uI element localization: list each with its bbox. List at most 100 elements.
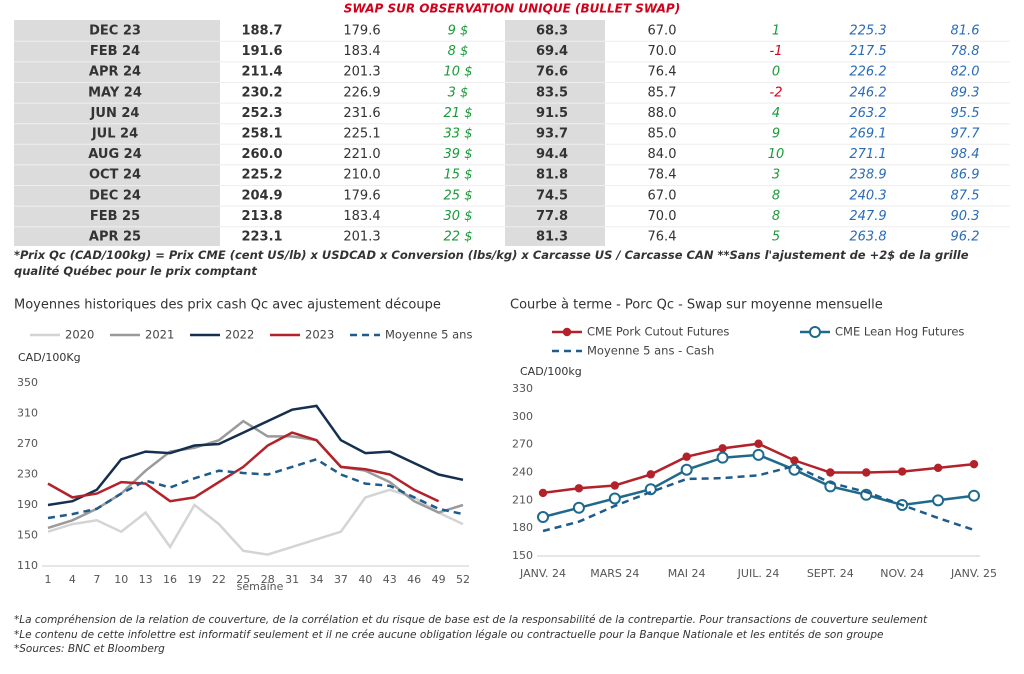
table-cell: 213.8 xyxy=(241,209,282,224)
chart-title: Moyennes historiques des prix cash Qc av… xyxy=(14,298,441,313)
table-cell: 179.6 xyxy=(343,24,380,39)
column-shade xyxy=(14,20,220,246)
table-cell: OCT 24 xyxy=(89,168,141,183)
table-cell: 67.0 xyxy=(648,188,677,203)
x-tick-label: 22 xyxy=(212,573,226,586)
legend-marker xyxy=(809,326,821,338)
x-tick-label: 16 xyxy=(163,573,177,586)
table-cell: 91.5 xyxy=(536,106,568,121)
y-axis-label: CAD/100kg xyxy=(520,365,582,378)
table-cell: 4 xyxy=(772,106,780,121)
x-tick-label: 13 xyxy=(139,573,153,586)
table-cell: 201.3 xyxy=(343,230,380,245)
table-cell: 211.4 xyxy=(241,65,282,80)
table-cell: 204.9 xyxy=(241,188,282,203)
table-cell: 188.7 xyxy=(241,24,282,39)
x-tick-label: 52 xyxy=(456,573,470,586)
table-cell: 22 $ xyxy=(444,230,473,245)
table-cell: 246.2 xyxy=(849,85,886,100)
y-tick-label: 300 xyxy=(512,410,533,423)
footnote: *Le contenu de cette infolettre est info… xyxy=(14,629,884,641)
table-cell: 15 $ xyxy=(444,168,473,183)
table-cell: 263.2 xyxy=(849,106,886,121)
table-cell: 33 $ xyxy=(444,127,473,142)
point xyxy=(608,492,621,505)
table-cell: 25 $ xyxy=(444,188,473,203)
y-tick-label: 310 xyxy=(17,407,38,420)
point xyxy=(897,467,907,476)
table-cell: 183.4 xyxy=(343,209,380,224)
x-tick-label: 34 xyxy=(310,573,324,586)
point xyxy=(790,456,799,465)
table-cell: 183.4 xyxy=(343,44,380,59)
table-cell: 240.3 xyxy=(849,188,886,203)
table-cell: 225.3 xyxy=(849,24,886,39)
table-cell: 89.3 xyxy=(951,85,980,100)
y-tick-label: 190 xyxy=(17,498,38,511)
table-cell: 81.6 xyxy=(951,24,980,39)
table-cell: 74.5 xyxy=(536,188,568,203)
table-note: *Prix Qc (CAD/100kg) = Prix CME (cent US… xyxy=(14,248,969,278)
table-cell: -1 xyxy=(770,44,783,59)
table-cell: 88.0 xyxy=(648,106,677,121)
series-line xyxy=(47,488,464,556)
point xyxy=(862,468,871,477)
point xyxy=(646,470,655,479)
table-cell: DEC 23 xyxy=(89,24,141,39)
table-cell: 96.2 xyxy=(951,230,980,245)
table-cell: AUG 24 xyxy=(88,147,142,162)
table-cell: FEB 25 xyxy=(90,209,140,224)
table-cell: 201.3 xyxy=(343,65,380,80)
series-line xyxy=(542,464,975,533)
x-tick-label: 28 xyxy=(261,573,275,586)
table-cell: MAY 24 xyxy=(88,85,142,100)
table-cell: 87.5 xyxy=(951,188,980,203)
table-cell: 3 $ xyxy=(448,85,469,100)
table-cell: 83.5 xyxy=(536,85,568,100)
table-cell: 226.9 xyxy=(343,85,380,100)
x-tick-label: 7 xyxy=(93,573,100,586)
y-tick-label: 210 xyxy=(512,493,533,506)
y-tick-label: 110 xyxy=(17,559,38,572)
table-cell: 8 xyxy=(772,188,780,203)
table-cell: 0 xyxy=(772,65,780,80)
x-tick-label: 19 xyxy=(187,573,201,586)
table-cell: 9 xyxy=(772,127,780,142)
table-cell: 258.1 xyxy=(241,127,282,142)
x-tick-label: 43 xyxy=(383,573,397,586)
table-cell: 67.0 xyxy=(648,24,677,39)
column-shade xyxy=(505,20,605,246)
table-cell: 39 $ xyxy=(444,147,473,162)
table-cell: 223.1 xyxy=(241,230,282,245)
table-cell: 8 $ xyxy=(448,44,469,59)
table-cell: 217.5 xyxy=(849,44,886,59)
table-cell: 8 xyxy=(772,209,780,224)
x-tick-label: MAI 24 xyxy=(668,567,706,580)
x-tick-label: JANV. 25 xyxy=(950,567,997,580)
series-line xyxy=(47,457,464,520)
legend-label: 2020 xyxy=(65,328,94,342)
point xyxy=(538,488,548,498)
table-cell: 70.0 xyxy=(648,209,677,224)
table-cell: 252.3 xyxy=(241,106,282,121)
legend-label: Moyenne 5 ans - Cash xyxy=(587,344,714,358)
point xyxy=(716,451,729,464)
point xyxy=(680,463,693,476)
table-cell: 77.8 xyxy=(536,209,568,224)
y-axis-label: CAD/100Kg xyxy=(18,351,81,364)
table-cell: JUN 24 xyxy=(90,106,140,121)
table-cell: 84.0 xyxy=(648,147,677,162)
table-cell: 10 xyxy=(768,147,785,162)
y-tick-label: 230 xyxy=(17,468,38,481)
table-cell: 94.4 xyxy=(536,147,568,162)
point xyxy=(932,494,945,507)
table-cell: 226.2 xyxy=(849,65,886,80)
legend-label: 2021 xyxy=(145,328,174,342)
table-cell: 90.3 xyxy=(951,209,980,224)
x-tick-label: 10 xyxy=(114,573,128,586)
x-tick-label: JUIL. 24 xyxy=(737,567,780,580)
table-cell: 10 $ xyxy=(444,65,473,80)
table-cell: APR 25 xyxy=(89,230,141,245)
